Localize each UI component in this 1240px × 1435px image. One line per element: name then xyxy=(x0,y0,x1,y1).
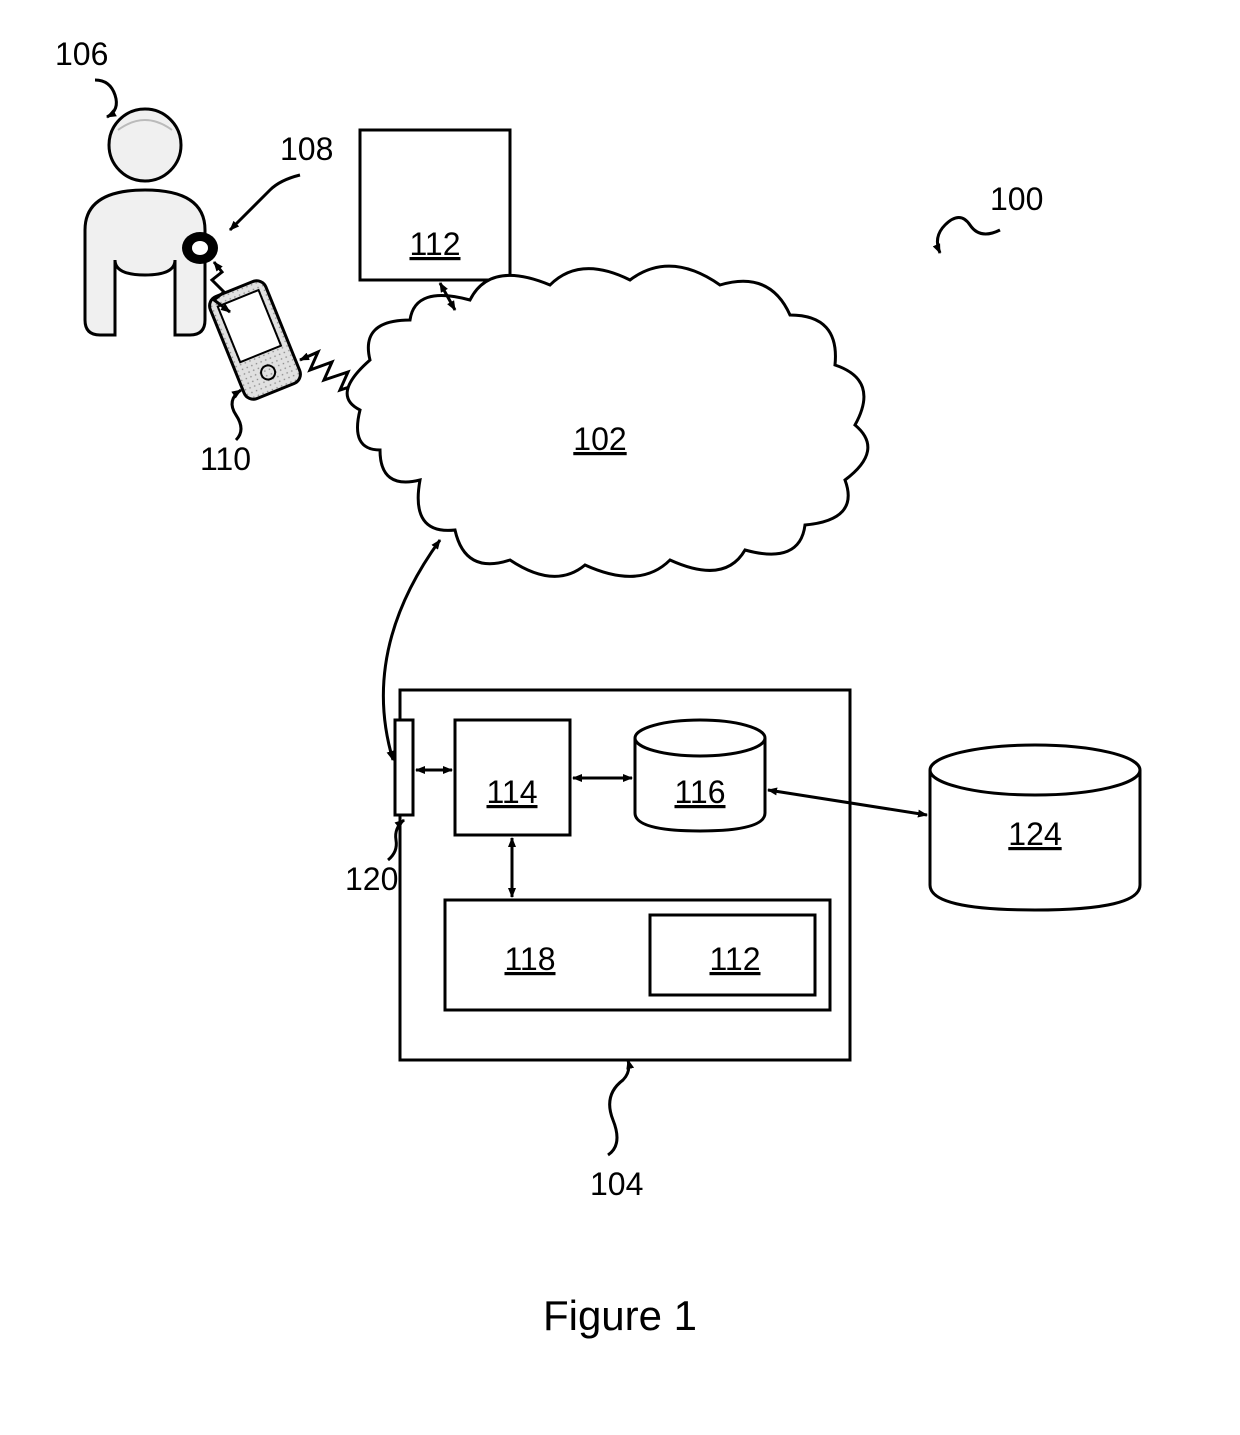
ring-icon xyxy=(182,232,218,264)
patent-figure-diagram: 100 102 104 106 108 110 112 112 114 116 … xyxy=(0,0,1240,1435)
label-124: 124 xyxy=(1008,816,1061,852)
label-102: 102 xyxy=(573,421,626,457)
label-106: 106 xyxy=(55,36,108,72)
label-100: 100 xyxy=(990,181,1043,217)
label-110: 110 xyxy=(200,441,251,477)
label-112a: 112 xyxy=(409,226,460,262)
label-104: 104 xyxy=(590,1166,643,1202)
pointer-110 xyxy=(232,390,241,440)
label-114: 114 xyxy=(486,774,537,810)
label-108: 108 xyxy=(280,131,333,167)
label-116: 116 xyxy=(674,774,725,810)
pointer-104 xyxy=(608,1060,629,1155)
pointer-108 xyxy=(230,175,300,230)
pointer-106 xyxy=(95,80,116,117)
label-120: 120 xyxy=(345,861,398,897)
figure-caption: Figure 1 xyxy=(543,1292,697,1339)
person-icon xyxy=(85,109,205,335)
pointer-100 xyxy=(937,218,1000,254)
label-112b: 112 xyxy=(709,941,760,977)
label-118: 118 xyxy=(504,941,555,977)
phone-icon xyxy=(207,278,304,402)
port-box xyxy=(395,720,413,815)
